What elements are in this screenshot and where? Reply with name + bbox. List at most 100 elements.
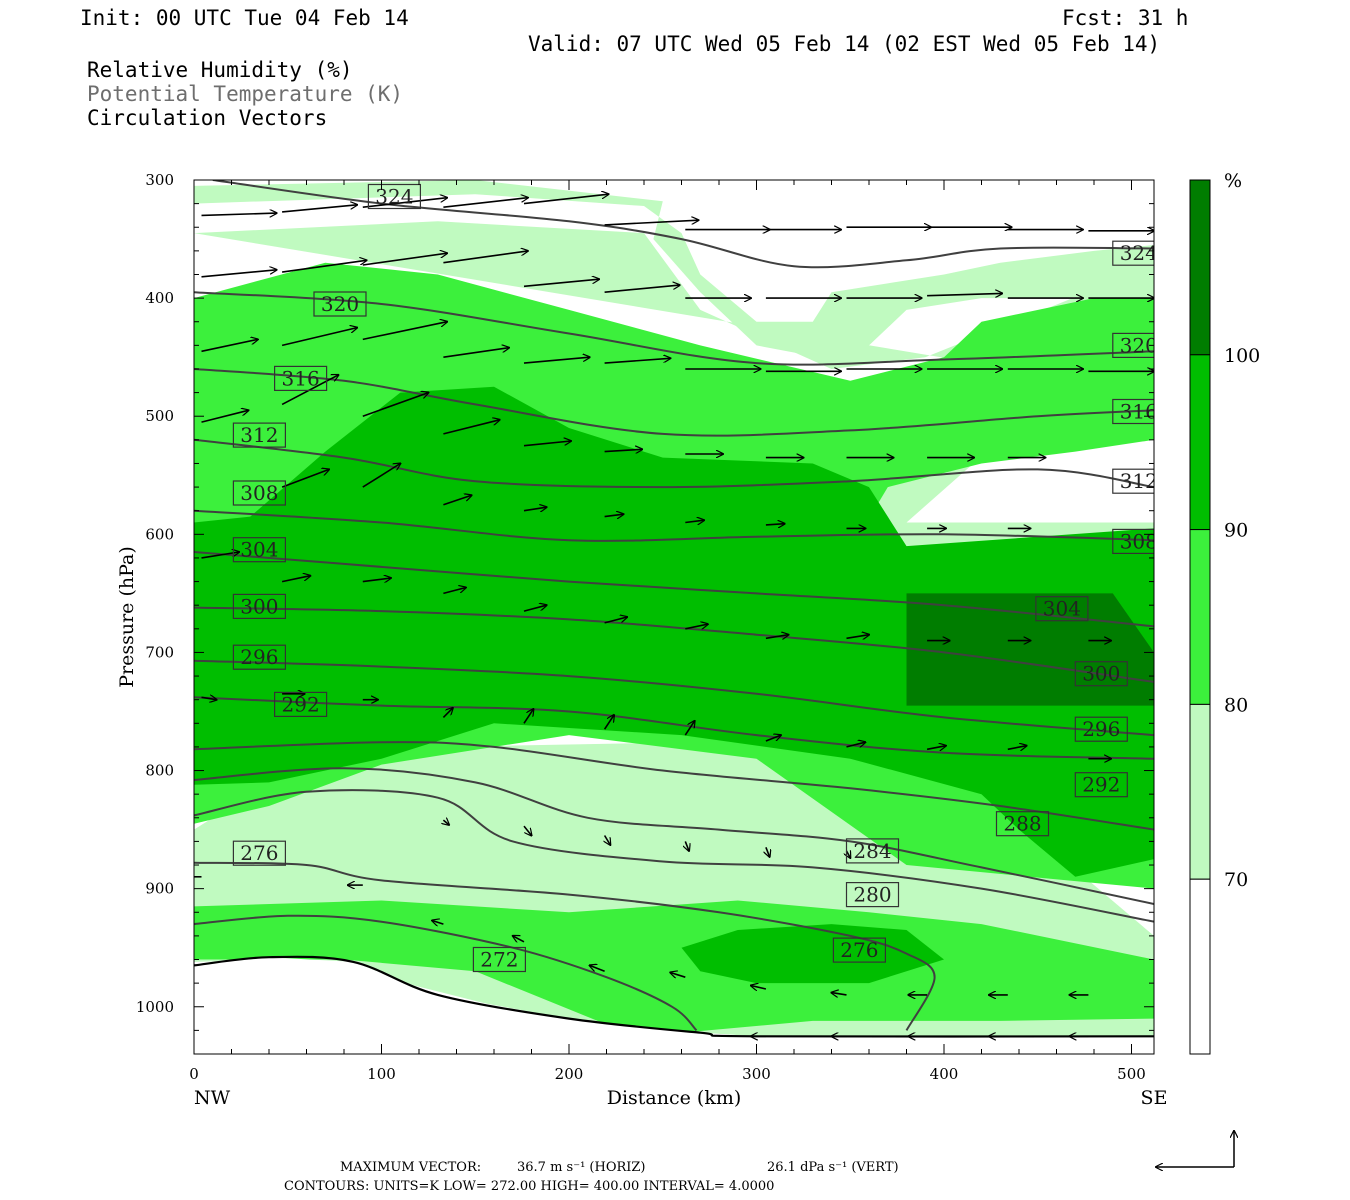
circulation-vector-0 [201,213,277,215]
circulation-vector-25 [281,328,357,347]
theta-contour-324 [212,180,1154,269]
y-tick-label: 400 [145,289,174,307]
contour-label-text: 316 [282,366,320,390]
contour-label-304-10: 304 [232,537,286,563]
contour-label-box [1074,716,1128,742]
plot-frame [193,179,1155,1055]
circulation-vector-24 [201,339,258,353]
contour-label-box [232,840,286,866]
circulation-vector-26 [362,322,447,341]
contour-label-box [1112,240,1154,266]
contour-label-box [1074,661,1128,687]
circulation-vector-14 [362,253,447,266]
contour-label-text: 296 [240,645,278,669]
theta-contour-300 [194,606,1154,683]
contour-label-text: 312 [240,423,278,447]
circulation-vector-58 [281,576,310,583]
contour-label-box [232,422,286,448]
contour-label-box [1112,332,1154,358]
circulation-vector-73 [523,709,533,724]
colorbar-level-label: 100 [1224,345,1260,367]
theta-contour-288 [194,741,1154,831]
contour-label-box [274,691,328,718]
circulation-vector-13 [281,260,366,273]
circulation-vector-69 [201,697,217,699]
circulation-vector-64 [765,635,789,639]
circulation-vector-47 [281,469,329,488]
contour-label-box [472,946,526,973]
contour-label-text: 304 [240,538,278,562]
theta-contour-296 [194,659,1154,737]
contour-label-box [1035,596,1089,622]
contour-label-box [232,593,286,620]
colorbar-swatch-3 [1189,703,1211,880]
circulation-vector-1 [282,205,357,213]
circulation-vector-81 [443,820,449,825]
x-tick-label: 300 [742,1065,771,1083]
circulation-vector-61 [523,605,547,612]
contour-label-text: 304 [1043,597,1081,621]
circulation-vector-59 [362,578,391,582]
y-tick-label: 500 [145,407,174,425]
contour-label-316-5: 316 [1112,398,1154,425]
contour-label-296-14: 296 [232,644,286,670]
y-tick-label: 700 [145,643,174,661]
x-axis-label: Distance (km) [607,1087,742,1109]
circulation-vector-39 [443,420,499,435]
contour-label-text: 312 [1120,469,1158,493]
rh-region-80-90-4 [194,900,1154,1033]
theta-contours [194,180,1154,1032]
contour-label-box [845,881,900,908]
circulation-vector-77 [846,742,866,747]
circulation-vector-12 [201,270,277,278]
circulation-vector-37 [281,375,338,406]
contour-label-box [1112,528,1154,555]
contour-label-box [232,644,286,670]
contour-label-box [313,291,367,317]
circulation-vector-57 [201,552,240,559]
max-vector-vert: 26.1 dPa s⁻¹ (VERT) [767,1160,899,1175]
field-title-vectors: Circulation Vectors [87,106,327,130]
contour-label-text: 284 [853,839,891,863]
terrain-mask [194,957,1154,1054]
forecast-hour: Fcst: 31 h [1062,6,1188,30]
circulation-vector-79 [1007,746,1027,750]
contour-info: CONTOURS: UNITS=K LOW= 272.00 HIGH= 400.… [284,1179,774,1194]
colorbar-swatch-2 [1189,529,1211,705]
contour-label-box [832,937,887,963]
contour-label-box [1112,398,1154,425]
circulation-vector-92 [670,973,686,978]
circulation-vector-86 [847,851,851,858]
contour-label-312-7: 312 [1112,468,1158,494]
contour-label-316-4: 316 [274,365,328,391]
circulation-vector-62 [604,617,628,624]
contour-label-320-2: 320 [313,291,367,317]
ground-surface [194,955,1154,1038]
contour-label-276-22: 276 [832,937,887,963]
y-tick-label: 800 [145,762,174,780]
x-endpoint-end: SE [1141,1087,1168,1109]
contour-label-292-16: 292 [274,691,328,718]
plot-area: 324 324 320 320 316 316 312 312 308 308 304 304 300 3… [194,180,1158,1054]
contour-label-312-6: 312 [232,422,286,448]
contour-label-text: 320 [321,292,359,316]
rh-region-70-80-0 [194,180,1154,364]
theta-contour-320 [194,291,1154,366]
contour-label-box [995,811,1050,837]
x-endpoint-start: NW [194,1087,231,1109]
circulation-vector-5 [604,220,699,226]
x-tick-label: 200 [555,1065,584,1083]
circulation-vector-2 [362,198,447,208]
circulation-vector-48 [362,464,401,488]
reference-vector-icon [1156,1131,1234,1167]
contour-label-box [232,537,286,563]
contour-label-text: 276 [240,841,278,865]
valid-time: Valid: 07 UTC Wed 05 Feb 14 (02 EST Wed … [528,32,1160,56]
contour-label-text: 300 [240,594,278,618]
contour-label-300-13: 300 [1074,661,1128,687]
circulation-vector-94 [832,993,847,995]
theta-contour-280 [194,789,1154,923]
circulation-vector-65 [846,635,870,639]
contour-label-box [367,183,421,210]
circulation-vector-21 [927,293,1002,295]
